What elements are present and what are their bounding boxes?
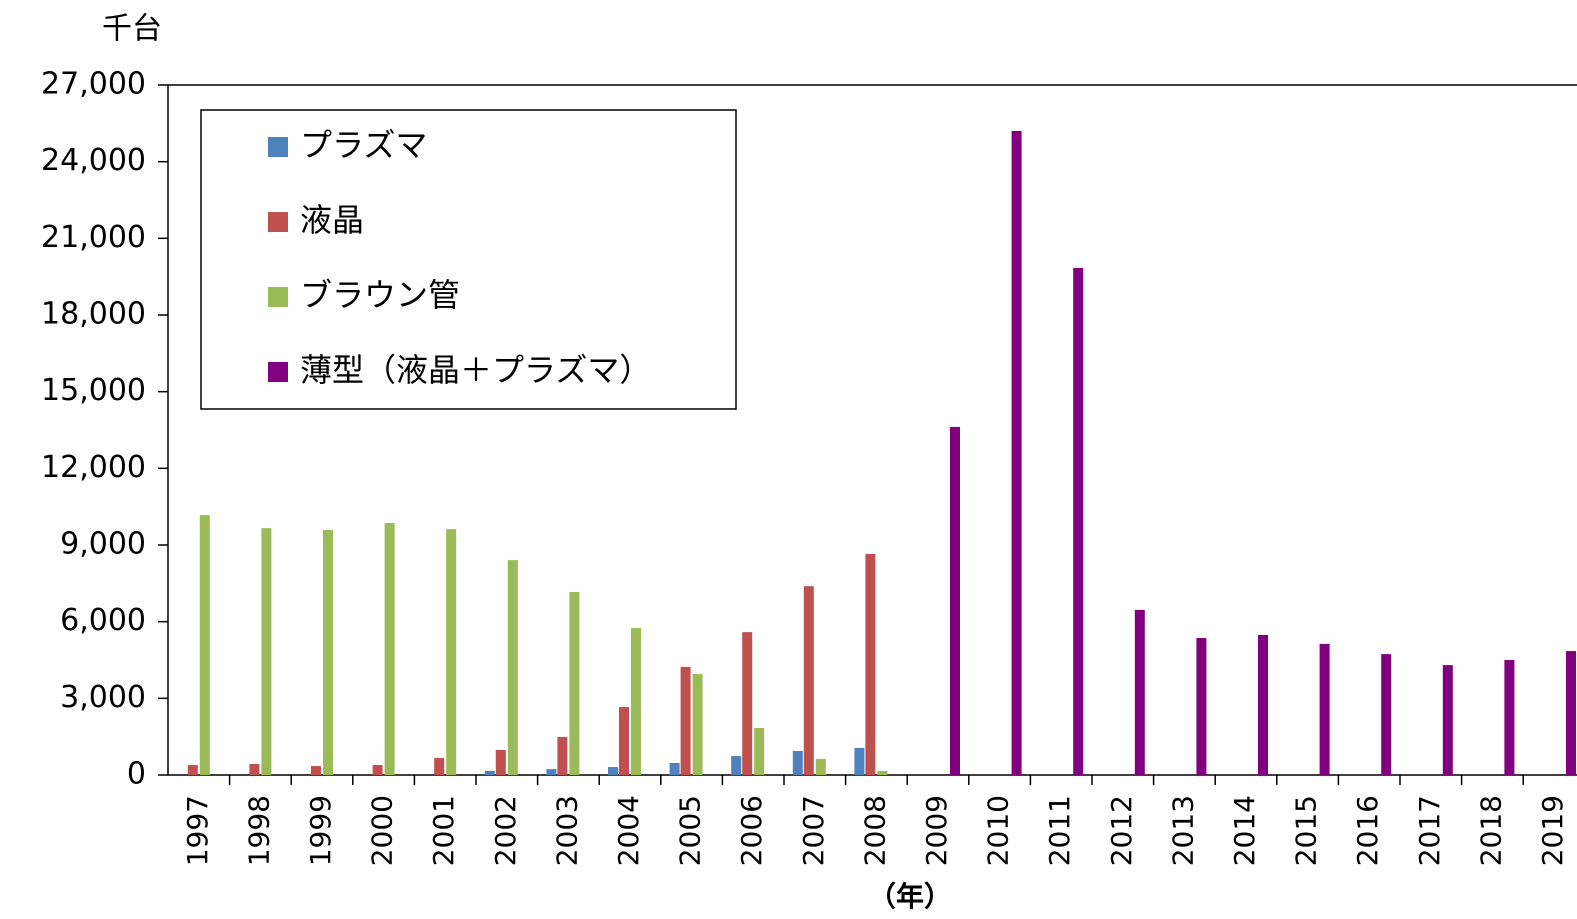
bar	[546, 769, 557, 775]
y-tick-label: 9,000	[60, 527, 146, 562]
x-tick-label: 2009	[920, 795, 953, 866]
bar	[1566, 651, 1576, 775]
bar	[731, 756, 742, 775]
x-tick-label: 2010	[982, 795, 1015, 866]
bar	[249, 764, 260, 775]
x-tick-label: 2011	[1043, 795, 1076, 866]
bar	[692, 674, 703, 775]
bar	[1073, 267, 1084, 775]
x-tick-label: 2002	[489, 795, 522, 866]
y-tick-label: 0	[127, 757, 146, 792]
x-tick-label: 2018	[1474, 795, 1507, 866]
bar	[865, 553, 876, 775]
bar	[323, 529, 333, 775]
bar	[1381, 654, 1392, 775]
bar	[950, 426, 960, 775]
x-tick-label: 2004	[612, 795, 645, 866]
bar	[1134, 609, 1145, 775]
bar	[384, 523, 395, 775]
bar	[754, 727, 765, 775]
x-tick-label: 2001	[427, 795, 460, 866]
legend-label: ブラウン管	[300, 276, 460, 314]
bar	[608, 767, 618, 775]
y-tick-label: 27,000	[41, 67, 146, 102]
bar	[261, 528, 272, 775]
y-tick-label: 15,000	[41, 373, 146, 408]
x-axis-label: （年）	[868, 880, 952, 913]
bar	[1504, 660, 1515, 775]
x-tick-label: 2008	[858, 795, 891, 866]
legend-swatch	[268, 287, 288, 307]
bar	[495, 749, 506, 775]
bar	[372, 765, 383, 775]
y-unit-label: 千台	[102, 12, 162, 47]
x-tick-label: 2017	[1413, 795, 1446, 866]
bar	[569, 592, 580, 775]
bar	[311, 766, 321, 775]
bar	[446, 529, 457, 775]
legend-swatch	[268, 362, 288, 382]
bar	[199, 515, 210, 775]
bar	[742, 632, 753, 775]
bar	[803, 586, 814, 775]
bar	[669, 762, 680, 775]
bar	[680, 666, 691, 775]
x-tick-label: 2019	[1536, 795, 1569, 866]
bar	[1319, 643, 1330, 775]
bar	[1011, 131, 1022, 775]
x-tick-label: 1997	[181, 795, 214, 866]
y-tick-label: 6,000	[60, 603, 146, 638]
bar	[877, 770, 888, 775]
x-tick-label: 2005	[674, 795, 707, 866]
bar	[631, 628, 641, 775]
bar	[557, 736, 568, 775]
x-tick-label: 2016	[1351, 795, 1384, 866]
y-tick-label: 21,000	[41, 220, 146, 255]
legend-swatch	[268, 212, 288, 232]
bar	[854, 747, 865, 775]
legend-label: 液晶	[300, 201, 364, 239]
x-tick-label: 1999	[304, 795, 337, 866]
bar	[792, 750, 803, 775]
bar	[434, 757, 445, 775]
y-tick-label: 12,000	[41, 450, 146, 485]
bar	[1442, 665, 1453, 775]
x-tick-label: 2006	[735, 795, 768, 866]
y-tick-label: 3,000	[60, 680, 146, 715]
bar	[187, 765, 198, 775]
legend-swatch	[268, 137, 288, 157]
x-tick-label: 2014	[1228, 795, 1261, 866]
x-tick-label: 2000	[366, 795, 399, 866]
legend-label: 薄型（液晶＋プラズマ）	[300, 351, 651, 389]
bar	[619, 707, 629, 775]
bar	[1196, 638, 1207, 775]
x-tick-label: 2007	[797, 795, 830, 866]
legend-box	[200, 109, 737, 410]
y-tick-label: 24,000	[41, 143, 146, 178]
bar	[815, 758, 826, 775]
bar	[507, 560, 518, 775]
x-tick-label: 1998	[242, 795, 275, 866]
y-tick-label: 18,000	[41, 297, 146, 332]
x-tick-label: 2015	[1290, 795, 1323, 866]
x-tick-label: 2012	[1105, 795, 1138, 866]
x-tick-label: 2013	[1166, 795, 1199, 866]
bar	[1258, 634, 1268, 775]
x-tick-label: 2003	[550, 795, 583, 866]
legend-label: プラズマ	[300, 126, 427, 164]
bar	[484, 770, 495, 775]
